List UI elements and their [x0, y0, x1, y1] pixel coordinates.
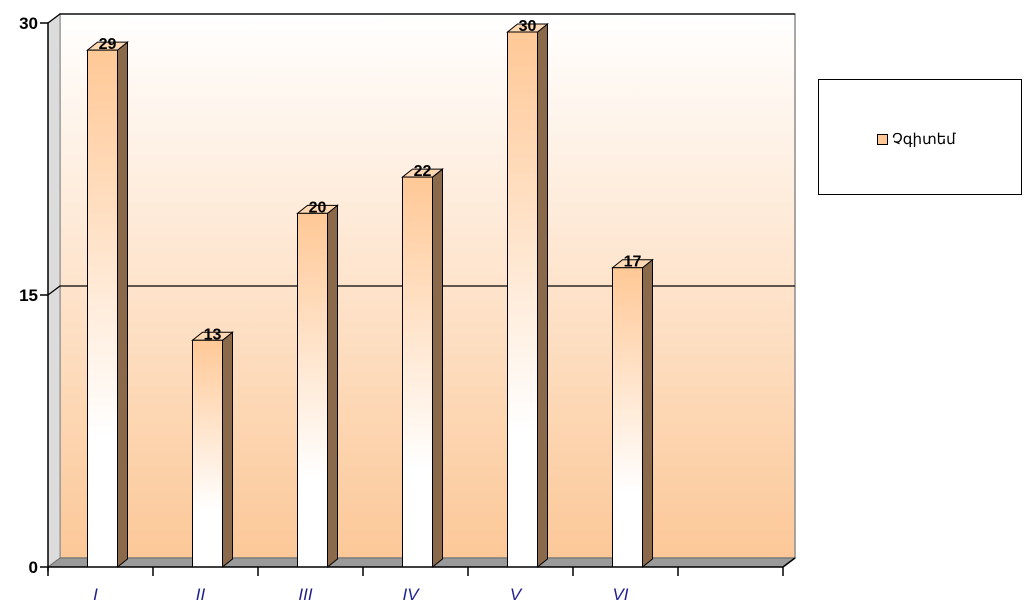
- data-label: 30: [519, 18, 537, 35]
- data-label: 17: [624, 254, 642, 271]
- x-tick-label: V: [510, 585, 523, 604]
- bar: [86, 41, 129, 569]
- y-tick-label: 15: [19, 286, 38, 305]
- bar-front: [192, 339, 223, 568]
- y-tick-label: 30: [19, 14, 38, 33]
- gridline: [47, 13, 795, 24]
- x-axis-end: [782, 557, 796, 568]
- gridline: [47, 285, 795, 296]
- bar-side: [432, 168, 443, 569]
- bar-side: [642, 258, 653, 569]
- legend: Չգիտեմ: [818, 79, 1022, 195]
- data-label: 29: [99, 36, 117, 53]
- bar-front: [402, 176, 433, 568]
- data-label: 20: [309, 199, 327, 216]
- legend-item: Չգիտեմ: [877, 130, 956, 148]
- x-tick-label: IV: [402, 585, 420, 604]
- bar-front: [87, 49, 118, 568]
- bar-side: [117, 41, 128, 569]
- x-tick-label: III: [298, 585, 312, 604]
- bar: [191, 331, 234, 569]
- bar: [296, 204, 339, 569]
- bar-side: [222, 331, 233, 569]
- bar: [611, 258, 654, 569]
- bar-front: [507, 31, 538, 568]
- bar-side: [327, 204, 338, 569]
- x-tick-label: I: [93, 585, 98, 604]
- x-tick-label: II: [196, 585, 206, 604]
- bar: [401, 168, 444, 569]
- data-label: 22: [414, 163, 432, 180]
- x-tick-label: VI: [612, 585, 628, 604]
- data-label: 13: [204, 326, 222, 343]
- legend-label: Չգիտեմ: [892, 131, 956, 148]
- y-tick-label: 0: [29, 558, 38, 577]
- bar: [506, 22, 549, 569]
- bar-side: [537, 22, 548, 569]
- legend-swatch: [877, 133, 888, 145]
- bar-front: [612, 267, 643, 568]
- bar-front: [297, 212, 328, 568]
